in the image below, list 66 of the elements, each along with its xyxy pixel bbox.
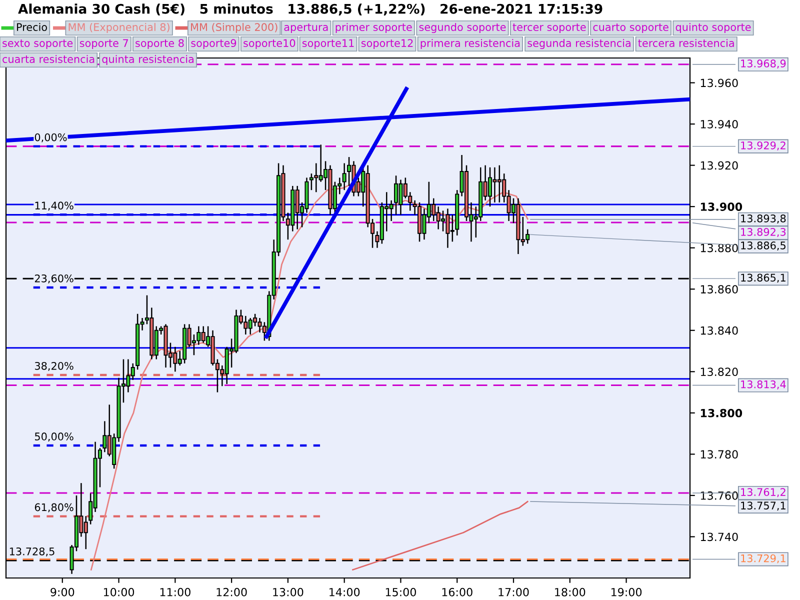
annotation: 50,00%	[35, 432, 74, 442]
ref-line-label: 13.761,2	[741, 488, 786, 498]
text: sexto soporte	[2, 40, 73, 50]
candlestick	[394, 174, 398, 216]
y-tick-label: 13.840	[700, 326, 738, 335]
legend-label: Precio	[17, 22, 47, 32]
text: segunda resistencia	[528, 38, 630, 50]
x-tick-label: 15:00	[386, 588, 416, 596]
y-tick-label: 13.920	[700, 161, 738, 170]
annotation: 23,60%	[34, 274, 74, 284]
y-tick-label: 13.760	[700, 491, 738, 500]
y-tick-label: 13.820	[700, 368, 738, 376]
text: primer soporte	[336, 22, 412, 34]
ref-line-label: 13.729,1	[741, 554, 786, 564]
annotation: 38,20%	[34, 362, 74, 371]
text: cuarto soporte	[593, 24, 668, 34]
y-tick-label: 13.900	[700, 202, 742, 211]
chart-title: Alemania 30 Cash (5€) 5 minutos 13.886,5 (+1,22%) 26-ene-2021 17:15:39	[18, 4, 602, 16]
annotation: 11,40%	[35, 202, 74, 211]
legend-label: MM (Simple 200)	[191, 22, 278, 34]
y-tick-label: 13.860	[700, 285, 738, 294]
x-tick-label: 13:00	[273, 588, 304, 596]
candlestick	[342, 162, 346, 191]
y-tick-label: 13.780	[700, 450, 738, 459]
x-tick-label: 18:00	[555, 588, 586, 596]
line-series	[352, 500, 528, 570]
text: soporte9	[191, 39, 236, 50]
legend-label: MM (Exponencial 8)	[68, 22, 170, 34]
x-tick-label: 12:00	[216, 588, 247, 596]
text: soporte 8	[136, 39, 184, 50]
ref-line-label: 13.968,9	[741, 60, 786, 68]
text: soporte 7	[80, 39, 128, 50]
candlestick	[488, 166, 492, 208]
ref-line-label: 13.929,2	[741, 141, 786, 150]
text: soporte12	[361, 39, 413, 50]
annotation: 0,00%	[34, 133, 67, 142]
text: soporte10	[244, 39, 296, 50]
text: primera resistencia	[420, 38, 520, 50]
ref-line-label: 13.865,1	[741, 274, 786, 283]
x-tick-label: 17:00	[498, 588, 529, 596]
y-tick-label: 13.740	[700, 532, 738, 542]
annotation: 13.757,1	[741, 502, 786, 511]
annotation: 13.893,8	[741, 214, 786, 224]
y-tick-label: 13.940	[700, 120, 738, 128]
ref-line-label: 13.892,3	[741, 228, 786, 237]
text: tercer soporte	[512, 24, 586, 34]
text: quinto soporte	[676, 22, 751, 34]
x-tick-label: 14:00	[330, 588, 360, 596]
annotation: cuarta resistencia	[2, 54, 94, 64]
text: apertura	[284, 24, 328, 34]
annotation: quinta resistencia	[102, 54, 194, 66]
text: soporte11	[302, 39, 354, 50]
ref-line-label: 13.813,4	[741, 380, 786, 390]
y-tick-label: 13.880	[700, 244, 738, 252]
y-tick-label: 13.800	[700, 408, 742, 418]
annotation: 13.728,5	[10, 547, 54, 556]
x-tick-label: 9:00	[50, 588, 74, 596]
x-tick-label: 10:00	[104, 588, 134, 596]
y-tick-label: 13.960	[700, 78, 738, 88]
text: tercera resistencia	[638, 38, 734, 48]
annotation: 13.886,5	[741, 242, 786, 250]
text: segundo soporte	[419, 22, 506, 34]
x-tick-label: 19:00	[611, 588, 642, 596]
x-tick-label: 11:00	[160, 588, 190, 596]
annotation: 61,80%	[34, 503, 74, 512]
x-tick-label: 16:00	[442, 588, 472, 596]
